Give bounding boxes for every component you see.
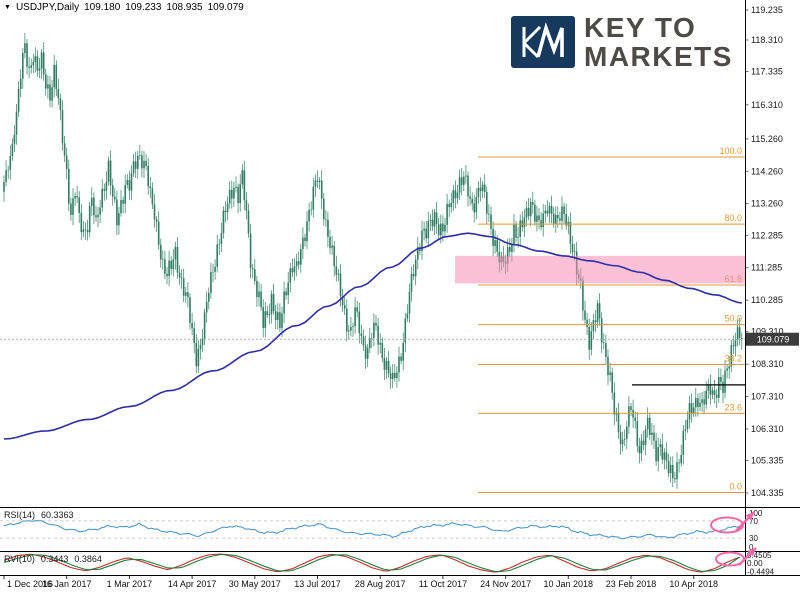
supply-zone-band	[455, 255, 745, 284]
ohlc-low-value: 108.935	[166, 2, 203, 13]
chart-header: ▼ USDJPY,Daily 109.180 109.233 108.935 1…	[4, 2, 244, 13]
svg-text:113.260: 113.260	[751, 199, 783, 209]
rvi-name: RVI(10)	[4, 554, 35, 564]
broker-logo: KEY TO MARKETS	[511, 13, 733, 72]
svg-text:0.0: 0.0	[729, 482, 742, 492]
svg-text:10 Jan 2018: 10 Jan 2018	[544, 579, 594, 589]
svg-text:80.0: 80.0	[724, 213, 742, 223]
logo-line2: MARKETS	[584, 41, 733, 73]
svg-text:10 Apr 2018: 10 Apr 2018	[669, 579, 718, 589]
svg-text:118.310: 118.310	[751, 35, 783, 45]
svg-text:23.6: 23.6	[724, 402, 742, 412]
svg-text:100: 100	[749, 509, 763, 518]
svg-text:23 Feb 2018: 23 Feb 2018	[606, 579, 657, 589]
svg-text:106.310: 106.310	[751, 424, 784, 434]
svg-text:117.335: 117.335	[751, 67, 783, 77]
km-logo-icon	[511, 16, 575, 69]
rvi-signal-value: 0.3864	[74, 554, 102, 564]
svg-text:116.310: 116.310	[751, 100, 783, 110]
rvi-main-value: 0.3443	[40, 554, 69, 564]
svg-text:70: 70	[749, 517, 758, 526]
svg-text:13 Jul 2017: 13 Jul 2017	[294, 579, 341, 589]
panel-separators	[0, 0, 800, 576]
rsi-indicator-label: RSI(14) 60.3363	[4, 510, 74, 520]
ohlc-close-value: 109.079	[207, 2, 244, 13]
svg-text:107.310: 107.310	[751, 392, 784, 402]
symbol-timeframe-label: USDJPY,Daily	[15, 2, 80, 13]
ohlc-open-value: 109.180	[84, 2, 121, 13]
svg-text:11 Oct 2017: 11 Oct 2017	[419, 579, 467, 589]
svg-text:-0.4494: -0.4494	[747, 568, 775, 577]
symbol-dropdown-icon[interactable]: ▼	[4, 3, 11, 11]
svg-text:100.0: 100.0	[719, 146, 742, 156]
svg-text:110.285: 110.285	[751, 295, 783, 305]
svg-text:30 May 2017: 30 May 2017	[229, 579, 281, 589]
svg-text:24 Nov 2017: 24 Nov 2017	[480, 579, 531, 589]
rsi-name: RSI(14)	[4, 510, 36, 520]
svg-text:28 Aug 2017: 28 Aug 2017	[355, 579, 406, 589]
svg-text:38.2: 38.2	[724, 353, 742, 363]
svg-text:115.260: 115.260	[751, 134, 783, 144]
svg-text:1 Mar 2017: 1 Mar 2017	[107, 579, 153, 589]
svg-text:0: 0	[749, 543, 754, 552]
svg-text:1 Dec 2016: 1 Dec 2016	[7, 579, 53, 589]
broker-logo-text: KEY TO MARKETS	[584, 13, 733, 72]
ohlc-high-value: 109.233	[125, 2, 162, 13]
svg-text:14 Apr 2017: 14 Apr 2017	[168, 579, 217, 589]
svg-text:104.335: 104.335	[751, 488, 784, 498]
annotation-marks	[710, 511, 757, 567]
svg-text:16 Jan 2017: 16 Jan 2017	[42, 579, 92, 589]
svg-text:0.4505: 0.4505	[747, 551, 772, 560]
svg-text:0.00: 0.00	[747, 559, 763, 568]
svg-text:109.310: 109.310	[751, 327, 784, 337]
price-axis: 119.235 118.310 117.335 116.310 115.260 114.2…	[745, 5, 799, 498]
svg-text:114.260: 114.260	[751, 166, 783, 176]
ma-line	[3, 232, 742, 440]
svg-text:30: 30	[749, 534, 758, 543]
rvi-indicator-label: RVI(10) 0.3443 0.3864	[4, 554, 102, 564]
svg-text:112.285: 112.285	[751, 230, 783, 240]
svg-text:111.285: 111.285	[751, 263, 782, 273]
logo-line1: KEY TO	[584, 12, 697, 43]
svg-text:105.335: 105.335	[751, 456, 784, 466]
rsi-value: 60.3363	[41, 510, 74, 520]
fib-retracement: 100.080.061.850.038.223.60.0	[478, 146, 745, 494]
svg-text:119.235: 119.235	[751, 5, 783, 15]
svg-text:50.0: 50.0	[724, 314, 742, 324]
svg-text:108.310: 108.310	[751, 359, 784, 369]
svg-text:109.079: 109.079	[757, 335, 790, 345]
